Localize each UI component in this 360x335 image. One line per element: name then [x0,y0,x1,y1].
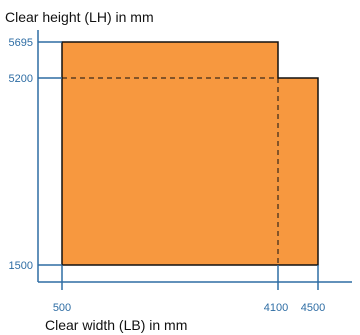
y-axis-title: Clear height (LH) in mm [5,9,154,25]
clearance-area [61,41,319,266]
x-tick-label-500: 500 [53,302,71,314]
y-tick-label-5695: 5695 [9,37,33,49]
x-axis-title: Clear width (LB) in mm [45,317,187,333]
x-tick-label-4100: 4100 [264,302,288,314]
y-tick-label-5200: 5200 [9,73,33,85]
x-tick-label-4500: 4500 [301,302,325,314]
y-tick-label-1500: 1500 [9,260,33,272]
